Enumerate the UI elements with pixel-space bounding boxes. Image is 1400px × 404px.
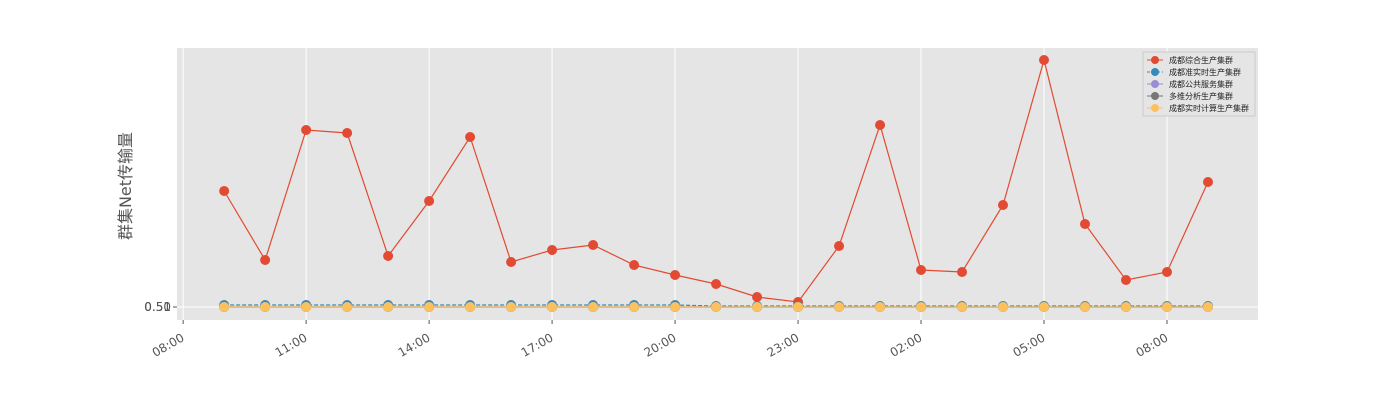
point: [342, 302, 353, 312]
point: [506, 302, 517, 312]
point: [260, 255, 271, 265]
point: [1202, 177, 1213, 187]
point: [342, 128, 353, 138]
point: [957, 302, 968, 312]
x-tick-label: 05:00: [1011, 330, 1048, 359]
legend-marker: [1151, 104, 1159, 112]
x-tick-label: 02:00: [888, 330, 925, 359]
point: [834, 302, 845, 312]
legend-label: 多维分析生产集群: [1169, 91, 1233, 101]
point: [834, 241, 845, 251]
point: [383, 302, 394, 312]
point: [1161, 302, 1172, 312]
point: [752, 292, 763, 302]
point: [875, 120, 886, 130]
point: [1080, 219, 1091, 229]
point: [588, 240, 599, 250]
legend-marker: [1151, 92, 1159, 100]
point: [1039, 302, 1050, 312]
point: [547, 302, 558, 312]
point: [916, 302, 927, 312]
point: [998, 302, 1009, 312]
point: [1039, 55, 1050, 65]
x-tick-label: 20:00: [642, 330, 679, 359]
legend-label: 成都准实时生产集群: [1169, 67, 1241, 77]
x-tick-label: 23:00: [765, 330, 802, 359]
point: [424, 302, 435, 312]
point: [1202, 302, 1213, 312]
y-tick-label: 0.51: [144, 300, 171, 314]
point: [670, 302, 681, 312]
legend-box: [1142, 51, 1256, 117]
point: [916, 265, 927, 275]
x-tick-label: 08:00: [150, 330, 187, 359]
point: [752, 302, 763, 312]
point: [465, 132, 476, 142]
point: [629, 260, 640, 270]
point: [998, 200, 1009, 210]
legend-label: 成都公共服务集群: [1169, 79, 1233, 89]
point: [383, 251, 394, 261]
point: [957, 267, 968, 277]
point: [547, 245, 558, 255]
point: [793, 302, 804, 312]
legend-label: 成都实时计算生产集群: [1169, 103, 1249, 113]
point: [424, 196, 435, 206]
point: [629, 302, 640, 312]
point: [301, 302, 312, 312]
y-tick-label: 0.50: [144, 300, 171, 314]
point: [711, 279, 722, 289]
point: [260, 302, 271, 312]
x-tick-label: 11:00: [273, 330, 310, 359]
point: [219, 186, 230, 196]
x-tick-label: 14:00: [396, 330, 433, 359]
point: [219, 302, 230, 312]
point: [301, 125, 312, 135]
legend-marker: [1151, 80, 1159, 88]
point: [588, 302, 599, 312]
point: [1121, 275, 1132, 285]
legend-marker: [1151, 68, 1159, 76]
plot-area: [177, 48, 1258, 320]
point: [670, 270, 681, 280]
point: [711, 302, 722, 312]
point: [1161, 267, 1172, 277]
legend-label: 成都综合生产集群: [1169, 55, 1233, 65]
y-axis-label: 群集Net传输量: [116, 132, 135, 240]
point: [875, 302, 886, 312]
point: [465, 302, 476, 312]
x-tick-label: 08:00: [1134, 330, 1171, 359]
point: [506, 257, 517, 267]
legend-marker: [1151, 56, 1159, 64]
point: [1121, 302, 1132, 312]
x-tick-label: 17:00: [519, 330, 556, 359]
point: [1080, 302, 1091, 312]
